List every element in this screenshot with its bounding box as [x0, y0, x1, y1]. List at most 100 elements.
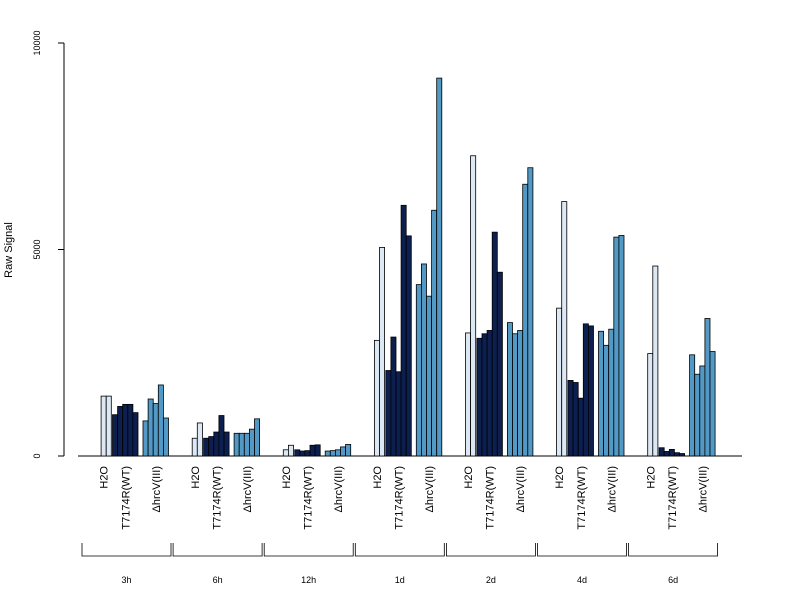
- bar: [238, 432, 245, 457]
- bar: [618, 235, 625, 457]
- y-tick-label: 5000: [32, 239, 42, 259]
- bar: [415, 284, 422, 457]
- group-label: ΔhrcV(III): [424, 466, 436, 512]
- bar: [196, 422, 203, 457]
- group-label: ΔhrcV(III): [606, 466, 618, 512]
- group-label: T7174R(WT): [302, 466, 314, 530]
- group-label: ΔhrcV(III): [242, 466, 254, 512]
- bar: [652, 265, 659, 457]
- bar: [420, 263, 427, 457]
- bar: [517, 330, 524, 457]
- bar: [203, 437, 210, 457]
- group-label: H2O: [99, 466, 111, 489]
- bar: [162, 417, 169, 457]
- bar: [112, 414, 118, 457]
- timepoint-bracket: [354, 543, 445, 557]
- bar: [299, 450, 306, 457]
- group-label: ΔhrcV(III): [333, 466, 345, 512]
- bar: [233, 432, 240, 457]
- bar: [373, 339, 380, 457]
- bar: [152, 403, 159, 457]
- group-label: T7174R(WT): [576, 466, 588, 530]
- bar: [309, 444, 316, 457]
- bar: [287, 444, 294, 457]
- group-label: ΔhrcV(III): [697, 466, 709, 512]
- bar: [679, 453, 685, 457]
- bar: [561, 201, 568, 457]
- bar: [668, 448, 675, 457]
- timepoint-bracket: [446, 543, 536, 557]
- bar: [243, 432, 250, 457]
- bar: [314, 444, 321, 457]
- bar: [709, 351, 716, 457]
- bar: [486, 330, 493, 457]
- timepoint-bracket: [81, 543, 172, 557]
- timepoint-label: 3h: [121, 575, 131, 585]
- group-label: H2O: [372, 466, 384, 489]
- bar: [436, 77, 443, 457]
- bar: [294, 449, 301, 457]
- bar: [329, 450, 336, 457]
- bar: [324, 450, 331, 457]
- bar: [405, 235, 412, 457]
- group-label: H2O: [281, 466, 293, 489]
- timepoint-brackets: 3h 6h 12h 1d 2d 4d 6d: [81, 543, 718, 585]
- bar: [577, 397, 584, 457]
- bar: [674, 452, 680, 457]
- bar: [647, 353, 654, 457]
- bar: [598, 330, 604, 457]
- bar: [254, 418, 260, 457]
- bar: [218, 415, 225, 457]
- timepoint-bracket: [537, 543, 627, 557]
- bar: [694, 373, 701, 457]
- bar: [689, 354, 696, 457]
- group-label: H2O: [554, 466, 566, 489]
- bar: [465, 332, 471, 457]
- timepoint-label: 1d: [395, 575, 405, 585]
- group-label: T7174R(WT): [120, 466, 132, 530]
- timepoint-bracket: [172, 543, 263, 557]
- bar: [334, 449, 341, 457]
- y-tick-label: 0: [32, 453, 42, 458]
- group-label: T7174R(WT): [667, 466, 679, 530]
- bar: [582, 323, 589, 457]
- bar: [603, 344, 610, 457]
- bar: [213, 431, 220, 457]
- bar: [395, 371, 402, 457]
- bar: [426, 295, 432, 457]
- group-labels: H2O T7174R(WT) ΔhrcV(III) H2O T7174R(WT) Δhrc…: [99, 466, 710, 530]
- group-label: ΔhrcV(III): [515, 466, 527, 512]
- group-label: H2O: [463, 466, 475, 489]
- bar: [191, 437, 198, 457]
- bar: [147, 398, 154, 457]
- bar: [390, 336, 397, 457]
- bar: [567, 380, 574, 457]
- bar: [663, 451, 670, 457]
- bar: [122, 403, 129, 457]
- bar: [588, 325, 594, 457]
- bar: [476, 337, 483, 457]
- timepoint-bracket: [628, 543, 718, 557]
- bar: [100, 395, 107, 457]
- bar: [223, 431, 230, 457]
- group-label: H2O: [645, 466, 657, 489]
- y-axis: 0 5000 10000: [32, 30, 65, 459]
- bar: [248, 428, 255, 457]
- bar: [506, 322, 513, 457]
- timepoint-label: 12h: [301, 575, 316, 585]
- bar: [157, 384, 164, 457]
- timepoint-label: 4d: [577, 575, 587, 585]
- bar: [345, 444, 352, 457]
- bar: [704, 318, 711, 457]
- bar: [400, 204, 407, 457]
- bar: [512, 333, 518, 457]
- bar: [613, 236, 620, 457]
- bar: [208, 436, 215, 457]
- timepoint-label: 6d: [668, 575, 678, 585]
- bar: [379, 247, 385, 457]
- bar: [491, 231, 498, 457]
- timepoint-bracket: [263, 543, 354, 557]
- bar: [117, 406, 124, 457]
- group-label: T7174R(WT): [394, 466, 406, 530]
